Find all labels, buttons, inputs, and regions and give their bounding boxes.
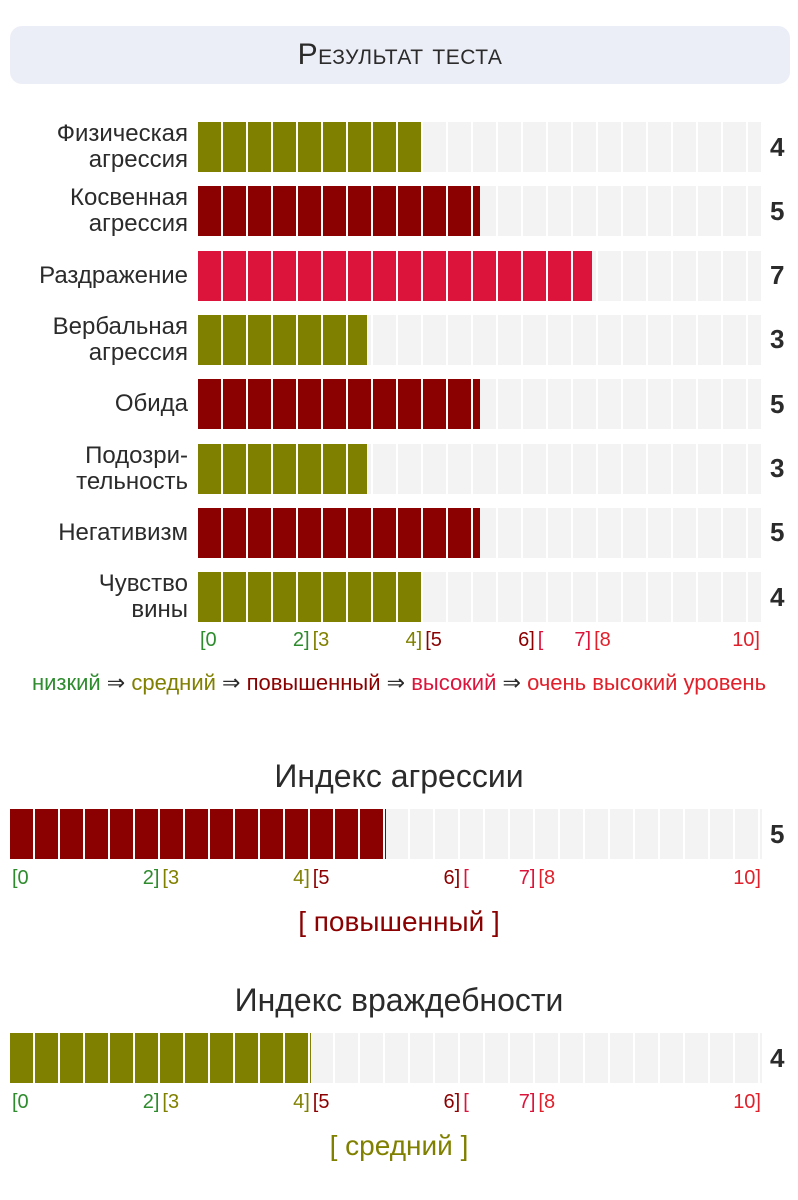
- chart-row: Подозри- тельность 3: [0, 441, 798, 495]
- scale-label: 4]: [293, 867, 310, 889]
- value-label: 5: [770, 517, 785, 548]
- scale-label: [5: [312, 867, 330, 889]
- bar: [10, 1033, 311, 1083]
- category-label: Косвенная агрессия: [69, 184, 188, 238]
- arrow-icon: ⇒: [215, 670, 247, 695]
- bar-track: [10, 809, 762, 859]
- legend-item: очень высокий уровень: [527, 670, 767, 695]
- level-legend: низкий ⇒ средний ⇒ повышенный ⇒ высокий …: [0, 670, 798, 696]
- arrow-icon: ⇒: [100, 670, 132, 695]
- value-label: 4: [770, 581, 785, 612]
- scale-label: [8: [538, 867, 556, 889]
- category-label: Обида: [114, 390, 188, 418]
- scale-label: [3: [162, 1091, 180, 1113]
- value-label: 3: [770, 324, 785, 355]
- category-label: Негативизм: [58, 518, 188, 546]
- scale-label: 6]: [518, 629, 535, 651]
- bar: [10, 809, 386, 859]
- category-label: Подозри- тельность: [76, 441, 188, 495]
- scale-label: [5: [425, 629, 442, 651]
- scale-label: 10]: [733, 1091, 761, 1113]
- arrow-icon: ⇒: [380, 670, 412, 695]
- scale-label: 6]: [443, 1091, 461, 1113]
- chart-row: Раздражение 7: [0, 250, 798, 302]
- bar-track: [198, 572, 761, 623]
- scale-label: 7]: [518, 1091, 536, 1113]
- bar: [198, 314, 367, 365]
- value-label: 7: [770, 260, 785, 291]
- bar: [198, 443, 367, 494]
- scale-label: 2]: [142, 1091, 160, 1113]
- legend-item: средний: [131, 670, 216, 695]
- chart-row: Косвенная агрессия 5: [0, 185, 798, 237]
- scale-label: [: [537, 629, 544, 651]
- scale-label: 4]: [405, 629, 423, 651]
- scale-label: [0: [12, 867, 29, 889]
- category-label: Вербальная агрессия: [52, 312, 188, 366]
- scale-label: [5: [312, 1091, 330, 1113]
- scale-label: [0: [200, 629, 217, 651]
- scale-label: 2]: [142, 867, 160, 889]
- scale-labels: [0 2] [3 4] [5 6][7] [8 10]: [10, 1091, 762, 1117]
- bar-track: [198, 186, 761, 237]
- bar-track: [198, 443, 761, 494]
- bar: [198, 186, 480, 237]
- level-label: [ повышенный ]: [298, 906, 500, 937]
- legend-item: низкий: [31, 670, 101, 695]
- value-label: 4: [770, 1042, 785, 1073]
- legend-item: высокий: [411, 670, 497, 695]
- bar: [198, 507, 480, 558]
- chart-row: Физическая агрессия 4: [0, 121, 798, 173]
- level-label: [ средний ]: [329, 1130, 469, 1161]
- scale-label: 4]: [293, 1091, 310, 1113]
- scale-label: 7]: [574, 629, 592, 651]
- scale-label: [8: [594, 629, 611, 651]
- value-label: 5: [770, 195, 785, 226]
- bar-track: [10, 1033, 762, 1083]
- category-label: Физическая агрессия: [56, 120, 188, 173]
- scale-label: 10]: [732, 629, 760, 651]
- scale-label: 7]: [518, 867, 536, 889]
- category-label: Раздражение: [39, 261, 188, 289]
- bar-track: [198, 122, 761, 172]
- index-title: Индекс враждебности: [234, 982, 564, 1018]
- scale-label: 10]: [733, 867, 761, 889]
- bar-track: [198, 314, 761, 365]
- value-label: 3: [770, 453, 785, 483]
- scale-label: [: [463, 1091, 469, 1113]
- legend-item: повышенный: [246, 670, 381, 695]
- scale-labels: [0 2] [3 4] [5 6][7] [8 10]: [10, 867, 762, 893]
- bar: [198, 122, 424, 172]
- chart-row: Негативизм 5: [0, 507, 798, 559]
- scale-label: [0: [12, 1091, 29, 1113]
- scale-label: [3: [162, 867, 180, 889]
- chart-row: Обида 5: [0, 378, 798, 430]
- test-result-header: Результат теста: [10, 26, 790, 84]
- bar: [198, 379, 480, 430]
- scale-labels: [0 2] [3 4] [5 6][7] [8 10]: [198, 629, 761, 655]
- category-label: Чувство вины: [98, 570, 188, 624]
- arrow-icon: ⇒: [496, 670, 528, 695]
- bar-track: [198, 379, 761, 430]
- scale-label: [3: [312, 629, 330, 651]
- bar: [198, 572, 424, 623]
- bar-track: [198, 507, 761, 558]
- page-title: Результат теста: [297, 38, 503, 71]
- chart-row: Вербальная агрессия 3: [0, 312, 798, 366]
- scale-label: [8: [538, 1091, 556, 1113]
- value-label: 5: [770, 818, 785, 849]
- bar-track: [198, 250, 761, 301]
- bar: [198, 250, 593, 301]
- scale-label: 6]: [443, 867, 461, 889]
- value-label: 5: [770, 388, 785, 419]
- value-label: 4: [770, 131, 785, 162]
- scale-label: [: [463, 867, 469, 889]
- index-title: Индекс агрессии: [274, 758, 524, 794]
- chart-row: Чувство вины 4: [0, 571, 798, 623]
- scale-label: 2]: [292, 629, 310, 651]
